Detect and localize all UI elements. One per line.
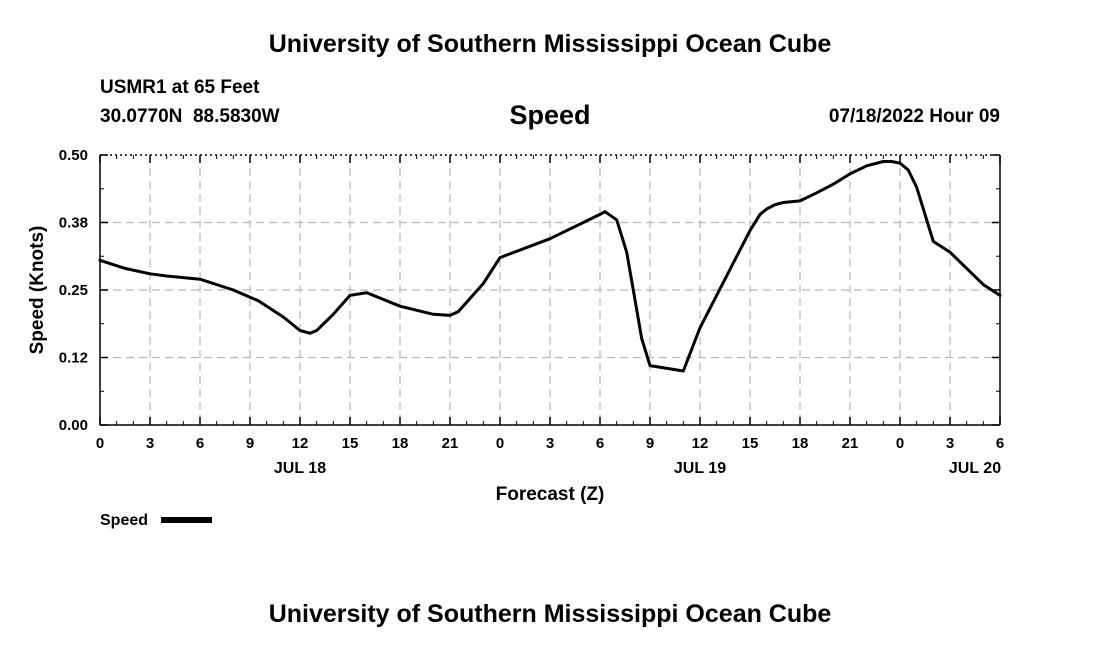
- y-tick-label: 0.50: [59, 147, 88, 164]
- legend-label: Speed: [100, 512, 148, 529]
- y-tick-label: 0.38: [59, 215, 88, 232]
- x-tick-label: 3: [146, 435, 154, 452]
- x-tick-label: 0: [896, 435, 904, 452]
- x-tick-label: 3: [946, 435, 954, 452]
- station-label: USMR1 at 65 Feet: [100, 77, 260, 98]
- x-tick-label: 15: [342, 435, 359, 452]
- x-tick-label: 21: [842, 435, 859, 452]
- y-tick-label: 0.00: [59, 417, 88, 434]
- footer-title: University of Southern Mississippi Ocean…: [268, 600, 832, 628]
- x-tick-label: 6: [596, 435, 604, 452]
- legend: Speed: [100, 512, 212, 529]
- x-tick-label: 18: [792, 435, 809, 452]
- tick-labels: 0 3 6 9 12 15 18 21 0 3 6 9 12 15 18 21 0 3 6 0.00 0.12 0.25 0…: [59, 147, 1004, 477]
- datetime-label: 07/18/2022 Hour 09: [828, 106, 1000, 127]
- speed-series-line: [98, 160, 1002, 373]
- day-label: JUL 18: [274, 460, 326, 477]
- y-tick-label: 0.25: [59, 282, 88, 299]
- variable-title: Speed: [509, 100, 591, 130]
- ticks: [99, 154, 1001, 426]
- series: [98, 160, 1002, 373]
- x-tick-label: 6: [996, 435, 1004, 452]
- chart-main-title: University of Southern Mississippi Ocean…: [268, 30, 832, 58]
- day-label: JUL 19: [674, 460, 726, 477]
- y-axis-label: Speed (Knots): [27, 226, 48, 355]
- y-tick-label: 0.12: [59, 350, 88, 367]
- x-tick-label: 0: [96, 435, 104, 452]
- x-axis-label: Forecast (Z): [496, 484, 605, 505]
- x-tick-label: 3: [546, 435, 554, 452]
- coordinates-label: 30.0770N 88.5830W: [100, 106, 280, 127]
- x-tick-label: 9: [646, 435, 654, 452]
- grid: [100, 155, 1000, 425]
- day-label: JUL 20: [949, 460, 1001, 477]
- x-tick-label: 15: [742, 435, 759, 452]
- x-tick-label: 9: [246, 435, 254, 452]
- legend-swatch: [161, 517, 212, 523]
- x-tick-label: 6: [196, 435, 204, 452]
- x-tick-label: 0: [496, 435, 504, 452]
- x-tick-label: 21: [442, 435, 459, 452]
- x-tick-label: 12: [292, 435, 309, 452]
- x-tick-label: 18: [392, 435, 409, 452]
- x-tick-label: 12: [692, 435, 709, 452]
